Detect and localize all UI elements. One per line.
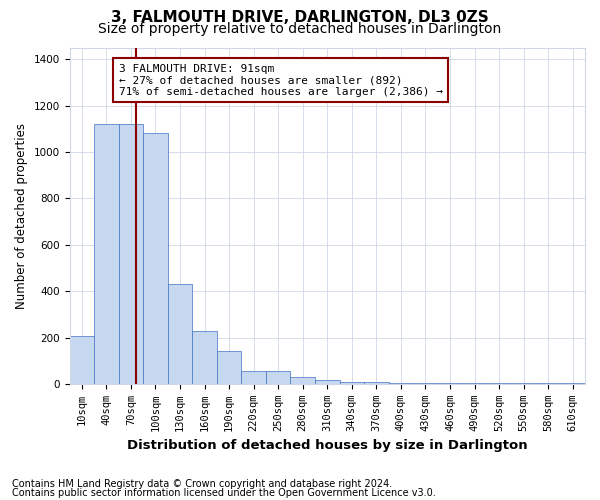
Bar: [266, 371, 290, 384]
Bar: [119, 124, 143, 384]
Bar: [364, 382, 389, 384]
X-axis label: Distribution of detached houses by size in Darlington: Distribution of detached houses by size …: [127, 440, 527, 452]
Text: 3, FALMOUTH DRIVE, DARLINGTON, DL3 0ZS: 3, FALMOUTH DRIVE, DARLINGTON, DL3 0ZS: [111, 10, 489, 25]
Bar: [560, 383, 585, 384]
Bar: [290, 377, 315, 384]
Bar: [462, 383, 487, 384]
Bar: [487, 383, 511, 384]
Bar: [315, 380, 340, 384]
Bar: [389, 383, 413, 384]
Text: 3 FALMOUTH DRIVE: 91sqm
← 27% of detached houses are smaller (892)
71% of semi-d: 3 FALMOUTH DRIVE: 91sqm ← 27% of detache…: [119, 64, 443, 97]
Text: Size of property relative to detached houses in Darlington: Size of property relative to detached ho…: [98, 22, 502, 36]
Bar: [340, 382, 364, 384]
Bar: [511, 383, 536, 384]
Y-axis label: Number of detached properties: Number of detached properties: [15, 122, 28, 308]
Text: Contains public sector information licensed under the Open Government Licence v3: Contains public sector information licen…: [12, 488, 436, 498]
Text: Contains HM Land Registry data © Crown copyright and database right 2024.: Contains HM Land Registry data © Crown c…: [12, 479, 392, 489]
Bar: [217, 352, 241, 384]
Bar: [413, 383, 438, 384]
Bar: [438, 383, 462, 384]
Bar: [94, 124, 119, 384]
Bar: [536, 383, 560, 384]
Bar: [168, 284, 192, 384]
Bar: [192, 330, 217, 384]
Bar: [143, 134, 168, 384]
Bar: [241, 371, 266, 384]
Bar: [70, 336, 94, 384]
